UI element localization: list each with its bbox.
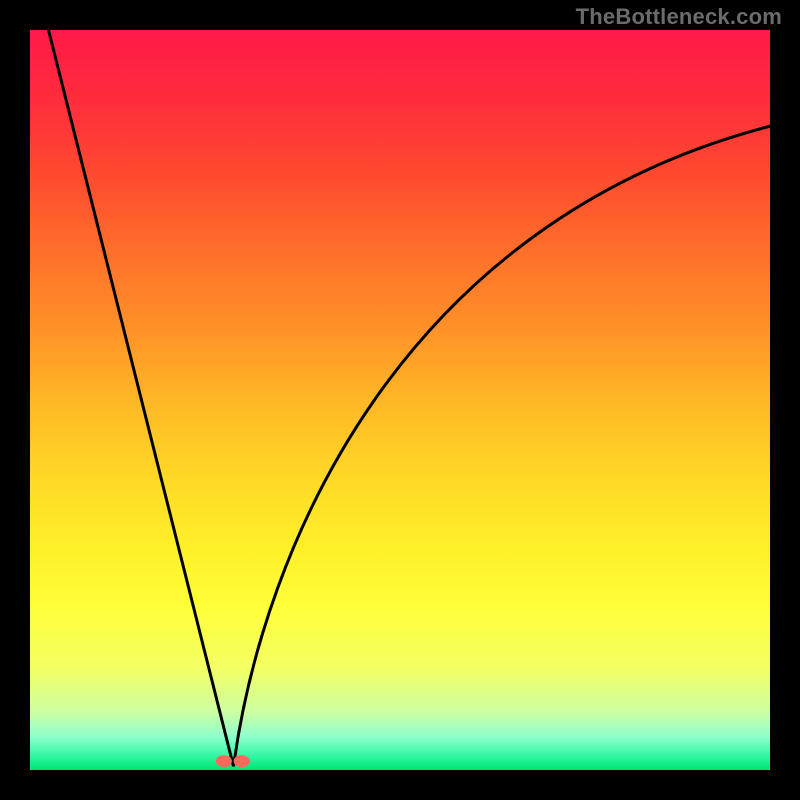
plot-area (30, 30, 770, 770)
dip-marker-1 (234, 755, 250, 767)
chart-svg (30, 30, 770, 770)
watermark-text: TheBottleneck.com (576, 4, 782, 30)
chart-frame: TheBottleneck.com (0, 0, 800, 800)
dip-marker-0 (216, 755, 232, 767)
